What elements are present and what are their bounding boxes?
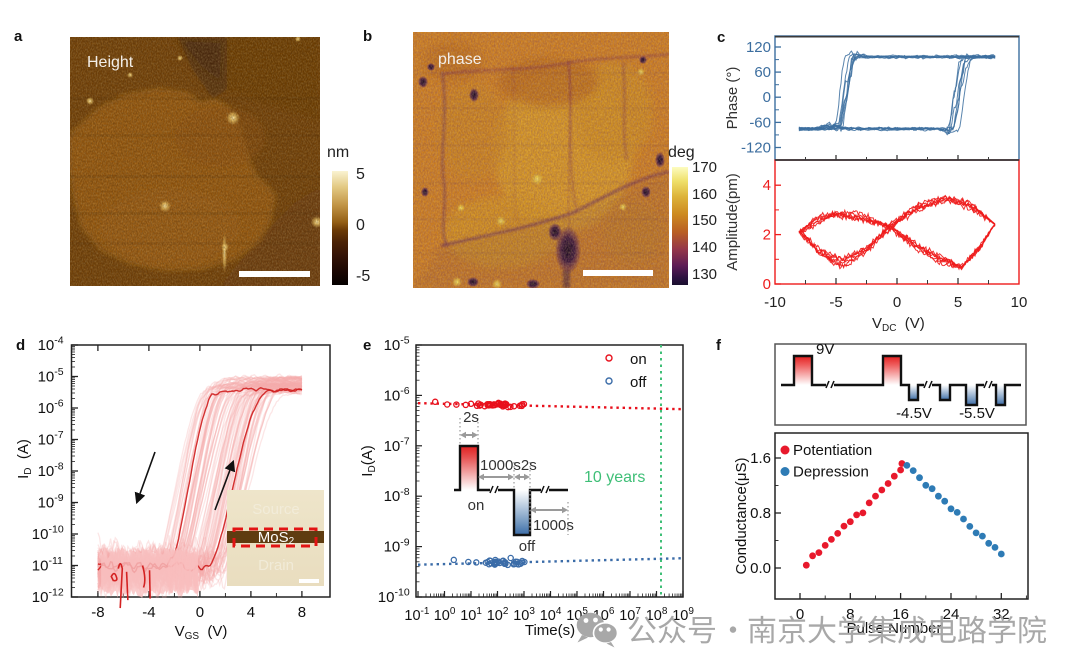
svg-text:Height: Height (87, 54, 134, 71)
svg-text:120: 120 (746, 39, 771, 56)
svg-text:-60: -60 (749, 114, 771, 131)
svg-text:10-6: 10-6 (38, 398, 64, 417)
svg-text:Phase (°): Phase (°) (724, 67, 741, 130)
svg-text:Drain: Drain (258, 557, 294, 574)
svg-text:32: 32 (993, 606, 1010, 623)
svg-text:10-11: 10-11 (32, 555, 63, 574)
svg-text:10-7: 10-7 (38, 429, 64, 448)
svg-text:on: on (468, 497, 485, 514)
svg-text:Time(s): Time(s) (525, 622, 575, 639)
svg-text:-8: -8 (91, 604, 104, 621)
svg-text:10 years: 10 years (584, 469, 645, 486)
svg-text:10-8: 10-8 (384, 486, 410, 505)
svg-text:off: off (630, 374, 647, 391)
svg-text:10-1: 10-1 (404, 606, 429, 624)
svg-text:9V: 9V (816, 341, 834, 358)
svg-text:10-4: 10-4 (38, 335, 64, 354)
svg-text:10-10: 10-10 (32, 524, 64, 543)
svg-text:ID(A): ID(A) (359, 445, 378, 476)
svg-text:VGS (V): VGS (V) (175, 623, 228, 642)
svg-text:0: 0 (196, 604, 204, 621)
svg-text:10-12: 10-12 (32, 587, 64, 606)
svg-text:100: 100 (434, 606, 456, 624)
svg-text:-4.5V: -4.5V (896, 405, 932, 422)
svg-text:8: 8 (298, 604, 306, 621)
svg-text:-4: -4 (142, 604, 155, 621)
svg-text:0: 0 (763, 89, 771, 106)
svg-text:10-9: 10-9 (38, 492, 64, 511)
svg-text:-10: -10 (764, 294, 786, 311)
svg-text:10-5: 10-5 (384, 335, 410, 354)
svg-text:1000s2s: 1000s2s (480, 457, 537, 474)
svg-text:4: 4 (247, 604, 255, 621)
svg-text:4: 4 (763, 177, 771, 194)
svg-text:10-10: 10-10 (378, 587, 410, 606)
svg-text:0: 0 (796, 606, 804, 623)
svg-text:0.0: 0.0 (750, 560, 771, 577)
svg-text:-5.5V: -5.5V (959, 405, 995, 422)
svg-text:-120: -120 (741, 140, 771, 157)
svg-text:101: 101 (460, 606, 482, 624)
svg-text:Amplitude(pm): Amplitude(pm) (724, 173, 741, 271)
svg-text:10-8: 10-8 (38, 461, 64, 480)
svg-text:10-9: 10-9 (384, 536, 410, 555)
svg-text:phase: phase (438, 51, 482, 68)
svg-text:0.8: 0.8 (750, 505, 771, 522)
svg-text:0: 0 (763, 276, 771, 293)
svg-text:102: 102 (487, 606, 509, 624)
svg-text:2: 2 (763, 227, 771, 244)
svg-text:ID (A): ID (A) (15, 439, 34, 479)
svg-text:Potentiation: Potentiation (793, 442, 872, 459)
svg-text:off: off (519, 538, 536, 555)
svg-text:5: 5 (954, 294, 962, 311)
svg-text:on: on (630, 351, 647, 368)
svg-text:-5: -5 (829, 294, 842, 311)
svg-text:10-7: 10-7 (384, 436, 410, 455)
svg-text:MoS2: MoS2 (258, 529, 295, 547)
svg-text:16: 16 (892, 606, 909, 623)
svg-text:0: 0 (893, 294, 901, 311)
svg-text:1000s: 1000s (533, 517, 574, 534)
svg-text:10-6: 10-6 (384, 385, 410, 404)
svg-text:Depression: Depression (793, 464, 869, 481)
svg-text:1.6: 1.6 (750, 450, 771, 467)
svg-text:2s: 2s (463, 409, 479, 426)
svg-text:10-5: 10-5 (38, 366, 64, 385)
svg-text:8: 8 (846, 606, 854, 623)
svg-text:10: 10 (1011, 294, 1028, 311)
svg-text:Source: Source (252, 501, 300, 518)
svg-text:Conductance(μS): Conductance(μS) (733, 457, 750, 574)
svg-text:24: 24 (943, 606, 960, 623)
svg-text:60: 60 (754, 64, 771, 81)
